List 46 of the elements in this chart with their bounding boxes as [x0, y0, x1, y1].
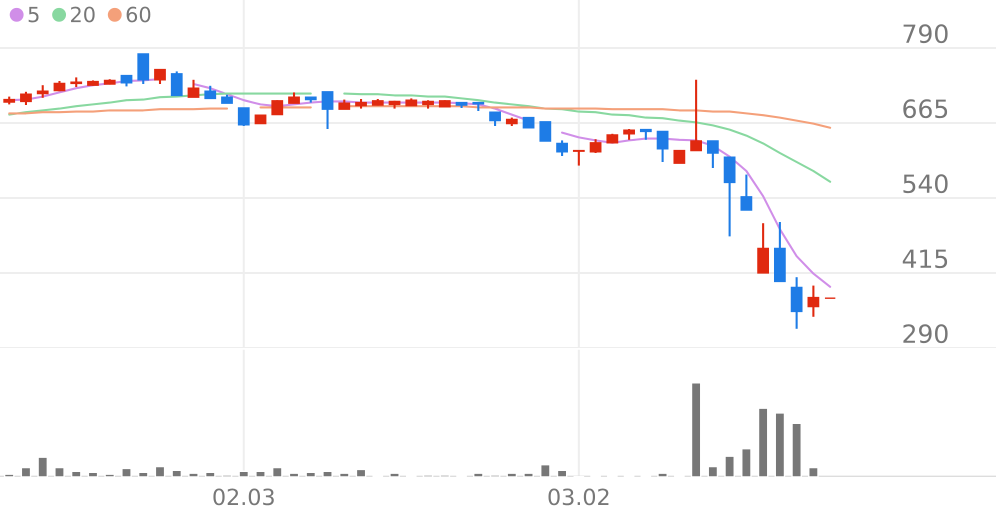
- legend-label: 20: [71, 6, 95, 22]
- bar: [322, 470, 333, 477]
- bar: [657, 472, 668, 477]
- bar: [389, 472, 400, 477]
- bar: [138, 472, 149, 477]
- y-tick-label: 540: [903, 174, 948, 194]
- bar: [255, 470, 266, 477]
- bar: [758, 408, 768, 477]
- bar: [171, 470, 182, 477]
- x-tick-label: 03.02: [548, 488, 608, 506]
- bar: [4, 473, 15, 477]
- y-tick-label: 665: [903, 99, 948, 118]
- bar: [473, 472, 484, 477]
- bar: [305, 472, 316, 477]
- bar: [104, 473, 116, 477]
- bar: [154, 466, 166, 477]
- bar: [288, 472, 300, 477]
- bar: [188, 472, 199, 477]
- legend-label: 60: [126, 6, 150, 22]
- bar: [88, 472, 98, 477]
- bar: [54, 466, 65, 477]
- bar: [356, 468, 366, 477]
- bar: [741, 448, 752, 477]
- bar: [70, 470, 82, 477]
- bar: [272, 466, 283, 477]
- bar: [774, 412, 786, 477]
- bar: [238, 470, 250, 477]
- legend-label: 5: [28, 6, 39, 22]
- bar: [204, 472, 216, 477]
- bar: [20, 466, 32, 477]
- bar: [690, 382, 702, 477]
- x-tick-label: 02.03: [213, 488, 274, 506]
- y-tick-label: 415: [902, 250, 948, 268]
- bar: [724, 456, 735, 477]
- bar: [791, 422, 802, 477]
- y-tick-label: 790: [904, 24, 948, 44]
- bar: [506, 472, 518, 477]
- y-tick-label: 290: [903, 324, 948, 344]
- bar: [37, 456, 48, 477]
- bar: [523, 472, 534, 477]
- bar: [121, 468, 132, 477]
- bar: [708, 466, 718, 477]
- bar: [540, 464, 551, 477]
- bar: [338, 472, 350, 477]
- bar: [556, 470, 568, 477]
- bar: [808, 466, 819, 477]
